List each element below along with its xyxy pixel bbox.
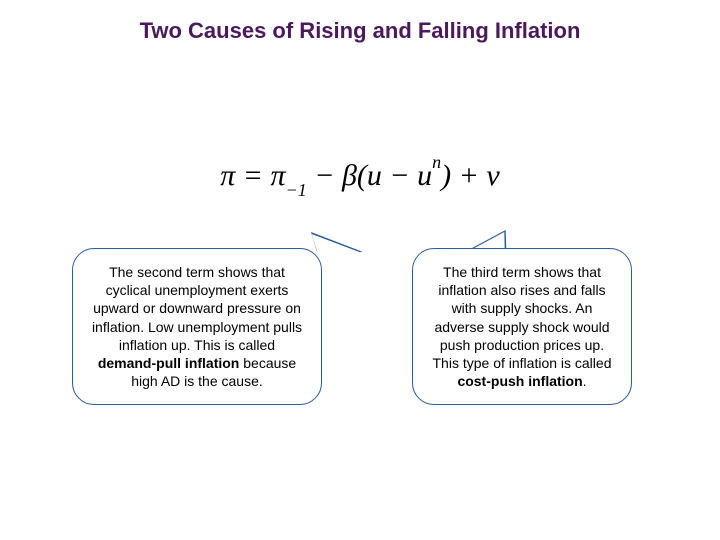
- callout-cost-push: The third term shows that inflation also…: [412, 248, 632, 405]
- phillips-equation: π = π−1 − β(u − un) + v: [0, 158, 720, 197]
- eq-pi-lag: π: [271, 159, 286, 192]
- callout-right-text2: .: [583, 373, 587, 389]
- page-title: Two Causes of Rising and Falling Inflati…: [0, 18, 720, 44]
- eq-u-natural: u: [417, 159, 432, 192]
- eq-beta: β: [342, 159, 357, 192]
- eq-plus: +: [451, 159, 486, 192]
- eq-v: v: [486, 159, 499, 192]
- callout-right-text1: The third term shows that inflation also…: [433, 264, 612, 371]
- callout-right-bold: cost-push inflation: [457, 373, 582, 389]
- callout-left-bold: demand-pull inflation: [98, 355, 240, 371]
- eq-sub-minus1: −1: [286, 180, 307, 200]
- eq-equals: =: [235, 159, 270, 192]
- callout-demand-pull: The second term shows that cyclical unem…: [72, 248, 322, 405]
- eq-u: u: [367, 159, 382, 192]
- callout-left-text1: The second term shows that cyclical unem…: [92, 264, 302, 353]
- eq-lparen: (: [357, 159, 367, 192]
- eq-minus: −: [307, 159, 342, 192]
- eq-pi: π: [220, 159, 235, 192]
- eq-sup-n: n: [432, 152, 441, 172]
- eq-minus2: −: [382, 159, 417, 192]
- eq-rparen: ): [441, 159, 451, 192]
